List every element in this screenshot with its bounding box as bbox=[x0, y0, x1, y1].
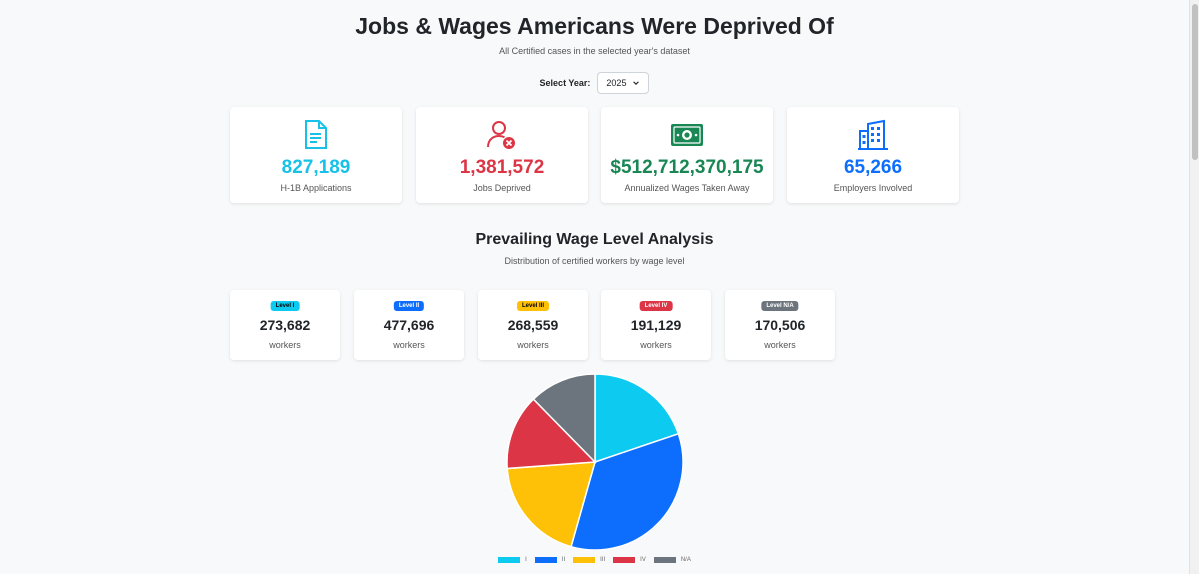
level-unit: workers bbox=[517, 340, 549, 350]
pie-slice-i[interactable] bbox=[594, 373, 680, 464]
level-count: 273,682 bbox=[259, 317, 311, 333]
legend-swatch bbox=[613, 557, 636, 563]
document-icon bbox=[305, 120, 327, 149]
pie-slice-ii[interactable] bbox=[570, 432, 684, 551]
legend-item[interactable]: IV bbox=[613, 557, 646, 563]
stat-label: Annualized Wages Taken Away bbox=[624, 183, 750, 193]
year-select[interactable]: 2025 bbox=[597, 72, 650, 94]
pie-slice-iv[interactable] bbox=[506, 398, 597, 470]
legend-label: N/A bbox=[680, 557, 691, 563]
legend-label: II bbox=[561, 557, 566, 563]
level-card-i: Level I 273,682 workers bbox=[230, 290, 340, 360]
page-title: Jobs & Wages Americans Were Deprived Of bbox=[355, 13, 834, 39]
stat-label: Jobs Deprived bbox=[473, 183, 531, 193]
page-subtitle: All Certified cases in the selected year… bbox=[499, 46, 690, 56]
level-badge: Level N/A bbox=[761, 301, 799, 311]
level-badge: Level III bbox=[516, 301, 550, 311]
legend-label: IV bbox=[640, 557, 646, 563]
level-card-iii: Level III 268,559 workers bbox=[478, 290, 588, 360]
building-icon bbox=[858, 119, 888, 150]
year-selector-row: Select Year: 2025 bbox=[0, 72, 1189, 94]
level-count: 191,129 bbox=[630, 317, 682, 333]
scrollbar[interactable] bbox=[1189, 0, 1199, 574]
stat-card-applications: 827,189 H-1B Applications bbox=[230, 107, 402, 203]
stat-value: $512,712,370,175 bbox=[610, 157, 764, 178]
stat-value: 65,266 bbox=[843, 157, 903, 178]
stat-value: 827,189 bbox=[281, 157, 351, 178]
stat-label: H-1B Applications bbox=[280, 183, 352, 193]
legend-label: I bbox=[525, 557, 527, 563]
section-title: Prevailing Wage Level Analysis bbox=[475, 231, 714, 248]
legend-item[interactable]: I bbox=[498, 557, 527, 563]
chevron-down-icon bbox=[633, 81, 640, 85]
level-card-na: Level N/A 170,506 workers bbox=[725, 290, 835, 360]
chart-legend: I II III IV N/A bbox=[0, 557, 1189, 563]
level-badge: Level I bbox=[270, 301, 300, 311]
pie-slice-iii[interactable] bbox=[506, 461, 597, 548]
stat-label: Employers Involved bbox=[833, 183, 913, 193]
cash-icon bbox=[671, 124, 703, 146]
legend-swatch bbox=[653, 557, 676, 563]
user-remove-icon bbox=[487, 121, 515, 149]
level-badge: Level II bbox=[393, 301, 425, 311]
level-count: 268,559 bbox=[507, 317, 559, 333]
year-select-value: 2025 bbox=[606, 78, 627, 88]
level-unit: workers bbox=[393, 340, 425, 350]
stat-value: 1,381,572 bbox=[459, 157, 545, 178]
legend-label: III bbox=[600, 557, 606, 563]
legend-item[interactable]: II bbox=[534, 557, 566, 563]
level-count: 170,506 bbox=[754, 317, 806, 333]
legend-swatch bbox=[498, 557, 521, 563]
level-card-iv: Level IV 191,129 workers bbox=[601, 290, 711, 360]
level-unit: workers bbox=[640, 340, 672, 350]
section-subtitle: Distribution of certified workers by wag… bbox=[504, 256, 685, 266]
legend-item[interactable]: N/A bbox=[653, 557, 691, 563]
pie-slice-na[interactable] bbox=[532, 373, 596, 464]
legend-swatch bbox=[573, 557, 596, 563]
stat-card-jobs-deprived: 1,381,572 Jobs Deprived bbox=[416, 107, 588, 203]
level-unit: workers bbox=[764, 340, 796, 350]
level-card-ii: Level II 477,696 workers bbox=[354, 290, 464, 360]
legend-item[interactable]: III bbox=[573, 557, 605, 563]
stat-card-employers: 65,266 Employers Involved bbox=[787, 107, 959, 203]
level-unit: workers bbox=[269, 340, 301, 350]
scrollbar-thumb[interactable] bbox=[1192, 4, 1198, 160]
year-label: Select Year: bbox=[539, 78, 591, 88]
legend-swatch bbox=[534, 557, 557, 563]
level-count: 477,696 bbox=[383, 317, 435, 333]
wage-level-pie-chart bbox=[506, 373, 684, 551]
level-badge: Level IV bbox=[639, 301, 673, 311]
stat-card-wages: $512,712,370,175 Annualized Wages Taken … bbox=[601, 107, 773, 203]
